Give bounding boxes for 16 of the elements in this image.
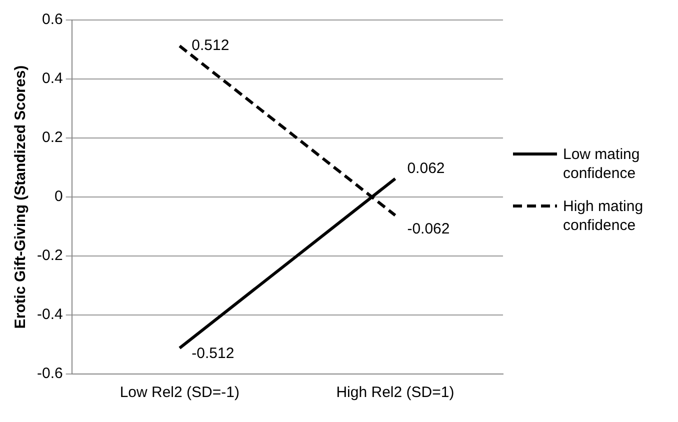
y-tick-label: -0.2 <box>36 247 63 264</box>
x-tick-label: High Rel2 (SD=1) <box>336 384 454 402</box>
x-tick-label: Low Rel2 (SD=-1) <box>120 384 240 402</box>
legend-label: High mating confidence <box>563 197 644 235</box>
y-tick-label: 0 <box>54 188 63 206</box>
data-label: -0.062 <box>407 220 450 238</box>
data-label: -0.512 <box>192 345 234 362</box>
y-tick-label: -0.4 <box>36 306 63 324</box>
y-axis-title: Erotic Gift-Giving (Standized Scores) <box>12 65 30 329</box>
legend-label: Low mating confidence <box>563 145 641 183</box>
y-tick-label: -0.6 <box>36 365 63 382</box>
y-tick-label: 0.6 <box>42 11 63 28</box>
y-tick-label: 0.4 <box>42 70 63 88</box>
data-label: 0.062 <box>407 160 445 177</box>
y-tick-label: 0.2 <box>42 129 63 146</box>
data-label: 0.512 <box>192 37 230 54</box>
